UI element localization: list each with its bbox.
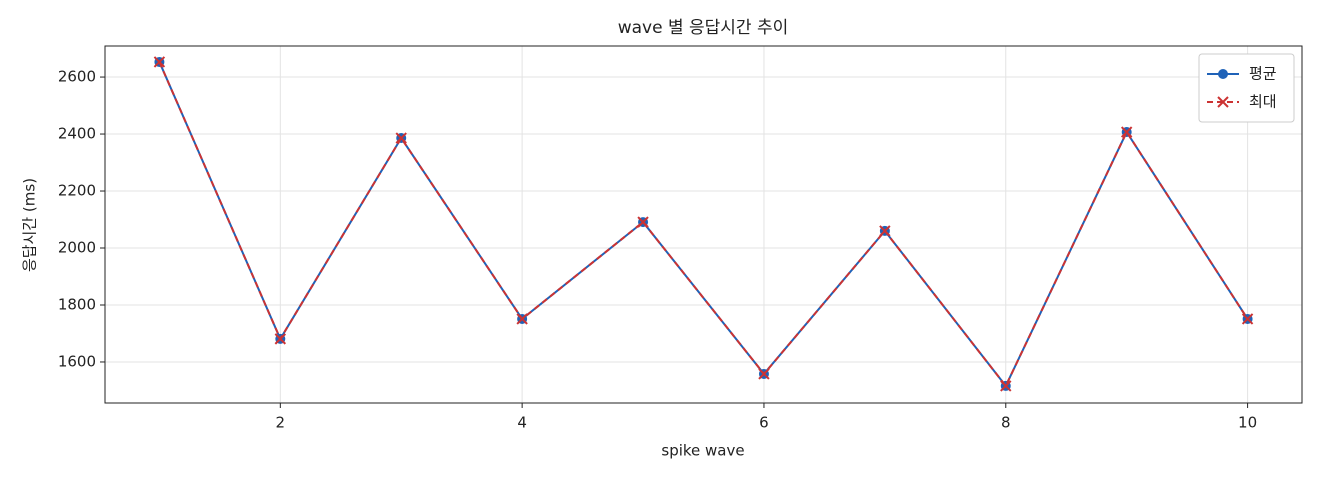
y-axis-label: 응답시간 (ms) (21, 178, 39, 272)
marker-x (153, 56, 166, 68)
marker (1241, 313, 1254, 325)
marker-x (758, 368, 770, 380)
marker-x (1241, 313, 1254, 325)
y-tick-label: 1600 (58, 352, 96, 370)
marker (1217, 96, 1229, 108)
marker (879, 225, 891, 237)
marker-x (1000, 380, 1012, 392)
y-tick-label: 2200 (58, 182, 96, 200)
marker (1120, 126, 1133, 138)
series-line (158, 61, 1249, 388)
y-tick-label: 2600 (58, 68, 96, 86)
plot-frame (104, 45, 1303, 404)
marker-x (516, 313, 528, 325)
marker-x (1120, 126, 1133, 138)
legend-frame (1198, 53, 1295, 123)
marker (637, 216, 649, 228)
y-tick-label: 2000 (58, 239, 96, 257)
y-tick-label: 1800 (58, 295, 96, 313)
series-line (158, 61, 1249, 388)
marker (1000, 380, 1012, 392)
y-tick-label: 2400 (58, 125, 96, 143)
marker-x (395, 132, 407, 144)
marker (758, 368, 770, 380)
marker (395, 132, 407, 144)
legend-label: 최대 (1249, 93, 1277, 111)
marker-x (274, 333, 287, 345)
marker-x (1217, 96, 1229, 108)
x-tick-label: 10 (1238, 414, 1257, 432)
marker (274, 333, 287, 345)
legend-label: 평균 (1249, 65, 1277, 83)
marker (516, 313, 528, 325)
x-tick-label: 2 (276, 414, 286, 432)
x-axis-label: spike wave (661, 442, 744, 460)
x-tick-label: 6 (759, 414, 769, 432)
x-tick-label: 4 (517, 414, 527, 432)
marker-x (879, 225, 891, 237)
marker (1218, 69, 1228, 79)
chart-title: wave 별 응답시간 추이 (618, 18, 789, 38)
x-tick-label: 8 (1001, 414, 1011, 432)
marker-x (637, 216, 649, 228)
marker (153, 56, 166, 68)
